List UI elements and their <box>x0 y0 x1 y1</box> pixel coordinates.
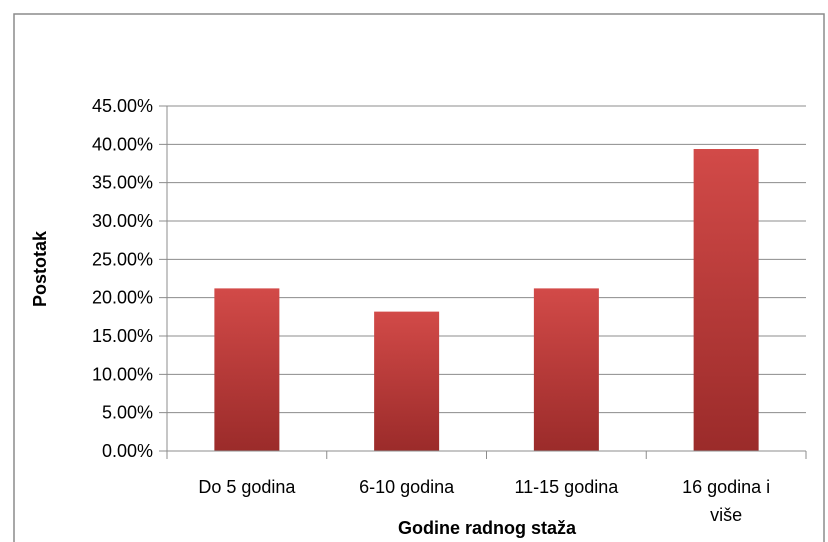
bar <box>374 311 440 451</box>
x-tick-labels: Do 5 godina 6-10 godina 11-15 godina 16 god… <box>198 477 770 525</box>
bar <box>533 288 599 451</box>
axes <box>166 106 807 459</box>
y-tick-label: 10.00% <box>92 364 153 384</box>
y-tick-label: 40.00% <box>92 134 153 154</box>
y-tick-label: 25.00% <box>92 249 153 269</box>
y-tick-label: 5.00% <box>102 403 153 423</box>
y-tick-label: 45.00% <box>92 96 153 116</box>
x-tick-label: Do 5 godina <box>198 477 296 497</box>
bar <box>693 149 759 451</box>
y-tick-label: 35.00% <box>92 173 153 193</box>
x-axis-title: Godine radnog staža <box>398 518 577 538</box>
y-tick-label: 0.00% <box>102 441 153 461</box>
bars <box>214 149 759 451</box>
bar <box>214 288 280 451</box>
y-tick-label: 20.00% <box>92 288 153 308</box>
x-tick-label: 6-10 godina <box>359 477 455 497</box>
x-tick-label: 11-15 godina <box>514 477 619 497</box>
y-tick-labels: 0.00% 5.00% 10.00% 15.00% 20.00% 25.00% 30.00%… <box>92 96 153 461</box>
y-tick-label: 15.00% <box>92 326 153 346</box>
y-axis-title: Postotak <box>30 230 50 307</box>
chart-frame <box>13 13 825 542</box>
y-tick-label: 30.00% <box>92 211 153 231</box>
x-tick-label: 16 godina i više <box>682 477 770 525</box>
